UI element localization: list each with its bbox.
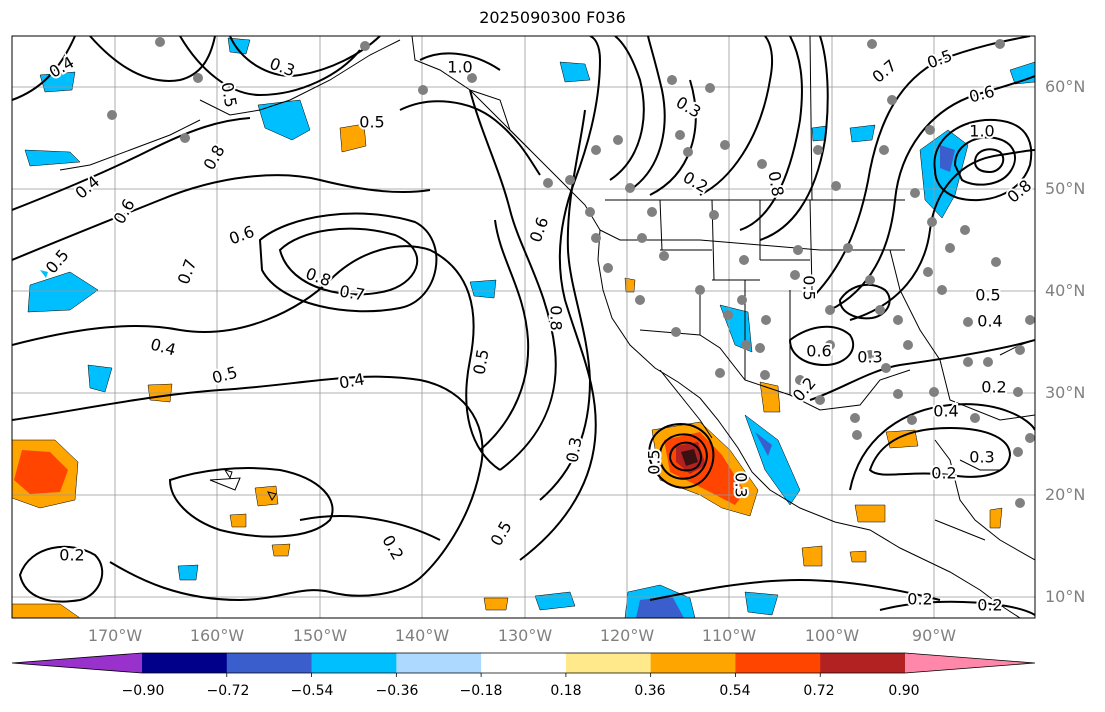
- shaded-regions: [12, 37, 1035, 618]
- colorbar-tick-label: −0.54: [290, 683, 334, 699]
- contour-label: 0.2: [977, 596, 1002, 615]
- map-frame: [11, 35, 1036, 619]
- map-title: 2025090300 F036: [479, 8, 626, 27]
- contour-label: 0.8: [547, 305, 566, 330]
- contour-label: 0.3: [857, 348, 882, 367]
- contour-label: 0.2: [59, 546, 84, 565]
- lon-label-110w: 110°W: [701, 626, 757, 645]
- lat-label-40n: 40°N: [1045, 281, 1086, 300]
- contour-label: 0.4: [977, 312, 1002, 331]
- lon-label-170w: 170°W: [87, 626, 143, 645]
- colorbar-over-triangle: [905, 653, 1035, 673]
- lon-label-150w: 150°W: [292, 626, 348, 645]
- lat-label-10n: 10°N: [1045, 587, 1086, 606]
- colorbar-tick-label: 0.90: [888, 683, 920, 699]
- contour-label: 0.6: [806, 342, 831, 361]
- lat-label-50n: 50°N: [1045, 179, 1086, 198]
- lon-label-120w: 120°W: [599, 626, 655, 645]
- contour-label: 0.5: [800, 275, 819, 300]
- contour-label: 0.5: [359, 113, 384, 132]
- colorbar-segment: [142, 653, 228, 673]
- station-dots: [107, 37, 1035, 508]
- colorbar-segment: [650, 653, 736, 673]
- colorbar-segment: [481, 653, 567, 673]
- contour-label: 0.4: [933, 402, 958, 421]
- contour-label: 0.3: [732, 472, 751, 497]
- lon-label-160w: 160°W: [189, 626, 245, 645]
- contour-label: 1.0: [447, 58, 472, 77]
- colorbar-segment: [226, 653, 313, 673]
- colorbar-tick-label: 0.72: [803, 683, 835, 699]
- colorbar-tick-label: −0.18: [459, 683, 503, 699]
- contour-label: 1.0: [969, 122, 994, 141]
- colorbar-tick-label: −0.72: [206, 683, 250, 699]
- contour-label: 0.3: [969, 448, 994, 467]
- contour-label: 0.5: [645, 449, 664, 474]
- contour-lines: [12, 36, 1035, 616]
- lat-label-30n: 30°N: [1045, 383, 1086, 402]
- colorbar-segment: [820, 653, 906, 673]
- colorbar-outline: [11, 652, 1036, 674]
- colorbar: [11, 652, 1036, 677]
- colorbar-segment: [396, 653, 482, 673]
- colorbar-segment: [735, 653, 821, 673]
- contour-label: 0.2: [907, 590, 932, 609]
- lon-label-130w: 130°W: [497, 626, 553, 645]
- colorbar-tick-label: −0.90: [121, 683, 165, 699]
- colorbar-tick-label: 0.18: [550, 683, 582, 699]
- lon-label-100w: 100°W: [804, 626, 860, 645]
- colorbar-segment: [311, 653, 397, 673]
- lon-label-140w: 140°W: [394, 626, 450, 645]
- lat-label-20n: 20°N: [1045, 485, 1086, 504]
- colorbar-tick-label: 0.36: [634, 683, 666, 699]
- colorbar-tick-label: 0.54: [719, 683, 751, 699]
- contour-label: 0.2: [981, 378, 1006, 397]
- contour-label: 0.5: [975, 286, 1000, 305]
- colorbar-under-triangle: [12, 653, 142, 673]
- colorbar-tick-label: −0.36: [375, 683, 419, 699]
- colorbar-segment: [565, 653, 652, 673]
- contour-label: 0.2: [931, 464, 956, 483]
- lon-label-90w: 90°W: [911, 626, 957, 645]
- lat-label-60n: 60°N: [1045, 77, 1086, 96]
